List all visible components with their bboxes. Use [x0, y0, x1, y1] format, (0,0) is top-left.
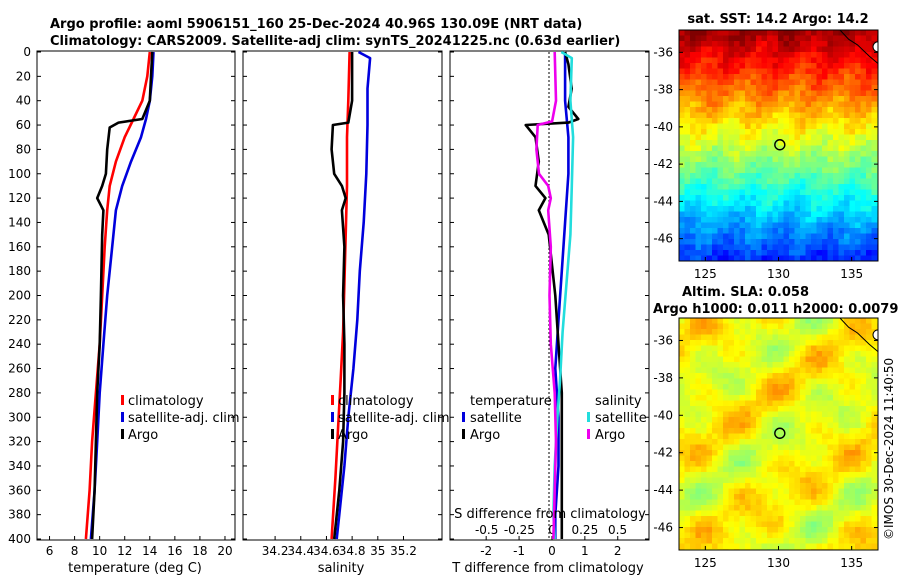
- depth-tick-label: 180: [8, 264, 31, 278]
- depth-tick-label: 140: [8, 215, 31, 229]
- x-tick-label: 8: [71, 544, 79, 558]
- map-x-tick-label: 125: [694, 556, 717, 570]
- temperature-xlabel: temperature (deg C): [68, 561, 202, 576]
- depth-tick-label: 200: [8, 289, 31, 303]
- depth-tick-label: 40: [16, 94, 31, 108]
- x-tick-label: 6: [46, 544, 54, 558]
- legend-satellite: satellite-adj. clim: [338, 411, 450, 426]
- x-tick-label: 16: [167, 544, 182, 558]
- temperature-panel: [37, 51, 235, 540]
- map-y-tick-label: -40: [653, 408, 673, 422]
- depth-tick-label: 380: [8, 508, 31, 522]
- map-y-tick-label: -36: [653, 333, 673, 347]
- legend-satellite: satellite-adj. clim: [128, 411, 240, 426]
- s-diff-tick-label: 0.25: [571, 523, 598, 537]
- depth-tick-label: 120: [8, 191, 31, 205]
- depth-tick-label: 260: [8, 362, 31, 376]
- legend-t-satellite-swatch: [462, 412, 465, 422]
- map-y-tick-label: -46: [653, 521, 673, 535]
- map-x-tick-label: 130: [767, 267, 790, 281]
- x-tick-label: 35.2: [390, 544, 417, 558]
- map-y-tick-label: -42: [653, 157, 673, 171]
- map-y-tick-label: -42: [653, 446, 673, 460]
- depth-tick-label: 100: [8, 167, 31, 181]
- depth-tick-label: 220: [8, 313, 31, 327]
- map-y-tick-label: -38: [653, 371, 673, 385]
- x-tick-label: 1: [581, 544, 589, 558]
- map-y-tick-label: -46: [653, 232, 673, 246]
- map-x-tick-label: 135: [840, 556, 863, 570]
- legend-argo-swatch: [331, 429, 334, 439]
- salinity-xlabel: salinity: [318, 561, 365, 576]
- depth-tick-label: 80: [16, 142, 31, 156]
- s-diff-tick-label: 0.5: [608, 523, 627, 537]
- depth-tick-label: 300: [8, 410, 31, 424]
- x-tick-label: 20: [217, 544, 232, 558]
- x-tick-label: 10: [92, 544, 107, 558]
- legend-satellite-swatch: [331, 412, 334, 422]
- t-difference-xlabel: T difference from climatology: [451, 561, 644, 576]
- legend-argo-swatch: [121, 429, 124, 439]
- x-tick-label: 34.8: [339, 544, 366, 558]
- map-y-tick-label: -40: [653, 120, 673, 134]
- legend-s-argo-swatch: [587, 429, 590, 439]
- depth-tick-label: 360: [8, 483, 31, 497]
- sla-map-image: [679, 318, 883, 555]
- depth-tick-label: 0: [23, 45, 31, 59]
- x-tick-label: 35: [370, 544, 385, 558]
- map-x-tick-label: 130: [767, 556, 790, 570]
- x-tick-label: 34.6: [313, 544, 340, 558]
- map-y-tick-label: -38: [653, 83, 673, 97]
- sst-map-title: sat. SST: 14.2 Argo: 14.2: [687, 12, 868, 27]
- x-tick-label: 0: [548, 544, 556, 558]
- imos-credit: ©IMOS 30-Dec-2024 11:40:50: [882, 358, 896, 540]
- depth-tick-label: 160: [8, 240, 31, 254]
- legend-s-satellite-swatch: [587, 412, 590, 422]
- depth-tick-label: 320: [8, 435, 31, 449]
- x-tick-label: -2: [480, 544, 492, 558]
- map-x-tick-label: 135: [840, 267, 863, 281]
- title-line-1: Argo profile: aoml 5906151_160 25-Dec-20…: [50, 17, 582, 32]
- depth-tick-label: 340: [8, 459, 31, 473]
- x-tick-label: 18: [192, 544, 207, 558]
- depth-tick-label: 400: [8, 532, 31, 546]
- title-line-2: Climatology: CARS2009. Satellite-adj cli…: [50, 34, 620, 49]
- legend-s-argo: Argo: [595, 428, 625, 443]
- legend-t-satellite: satellite: [470, 411, 522, 426]
- depth-tick-label: 20: [16, 69, 31, 83]
- legend-climatology: climatology: [128, 394, 204, 409]
- legend-climatology-swatch: [121, 395, 124, 405]
- sla-map-subtitle: Argo h1000: 0.011 h2000: 0.0079: [653, 302, 898, 317]
- sst-map-image: [679, 30, 883, 262]
- legend-title-salinity: salinity: [595, 394, 642, 409]
- legend-climatology-swatch: [331, 395, 334, 405]
- s-diff-tick-label: -0.5: [475, 523, 498, 537]
- map-x-tick-label: 125: [694, 267, 717, 281]
- legend-argo: Argo: [338, 428, 368, 443]
- sla-map-title: Altim. SLA: 0.058: [682, 285, 809, 300]
- legend-title-temperature: temperature: [470, 394, 552, 409]
- legend-climatology: climatology: [338, 394, 414, 409]
- depth-tick-label: 280: [8, 386, 31, 400]
- depth-tick-label: 60: [16, 118, 31, 132]
- map-y-tick-label: -44: [653, 194, 673, 208]
- x-tick-label: 12: [117, 544, 132, 558]
- x-tick-label: 14: [142, 544, 157, 558]
- s-diff-tick-label: -0.25: [504, 523, 535, 537]
- map-y-tick-label: -44: [653, 483, 673, 497]
- map-y-tick-label: -36: [653, 45, 673, 59]
- legend-t-argo: Argo: [470, 428, 500, 443]
- x-tick-label: 2: [614, 544, 622, 558]
- figure: Argo profile: aoml 5906151_160 25-Dec-20…: [0, 0, 900, 580]
- legend-t-argo-swatch: [462, 429, 465, 439]
- x-tick-label: 34.2: [262, 544, 289, 558]
- legend-satellite-swatch: [121, 412, 124, 422]
- legend-s-satellite: satellite: [595, 411, 647, 426]
- depth-tick-label: 240: [8, 337, 31, 351]
- s-difference-xlabel: S difference from climatology: [454, 507, 646, 522]
- x-tick-label: -1: [513, 544, 525, 558]
- legend-argo: Argo: [128, 428, 158, 443]
- x-tick-label: 34.4: [287, 544, 314, 558]
